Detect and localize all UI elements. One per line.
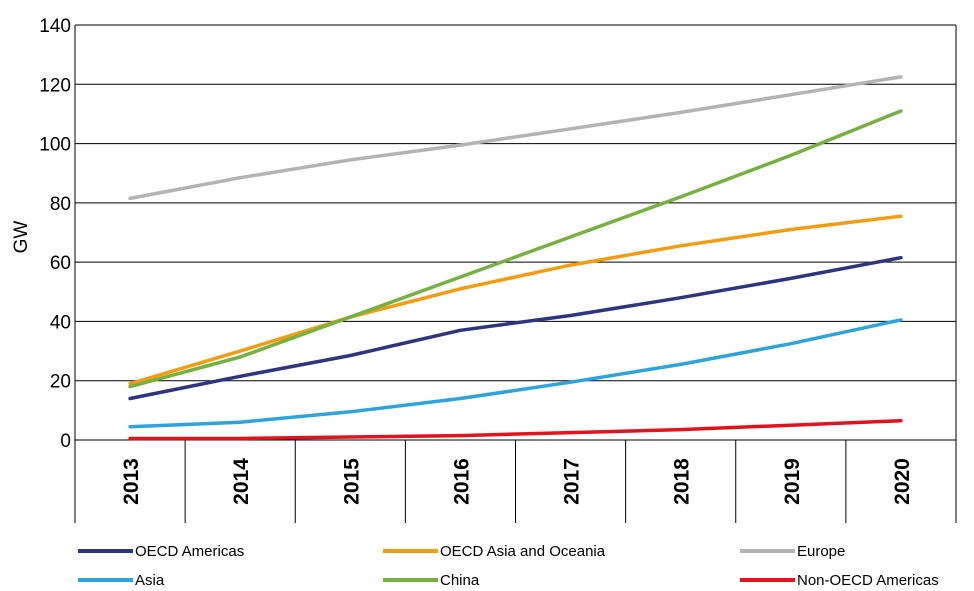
y-tick-label: 20 [50,372,71,393]
legend-label: Europe [797,543,845,560]
y-tick-label: 0 [60,431,71,452]
x-tick-label: 2017 [561,458,584,505]
series-line-3 [128,318,903,429]
y-tick-label: 40 [50,312,71,333]
series-line-0 [128,255,903,401]
legend-label: OECD Americas [135,543,244,560]
gridlines [75,24,956,382]
y-tick-label: 100 [39,135,71,156]
legend-label: China [440,572,480,589]
legend-label: OECD Asia and Oceania [440,543,606,560]
y-tick-labels: 0 20 40 60 80 100 120 140 [39,16,71,452]
legend-label: Asia [135,572,165,589]
series-line-1 [128,214,903,386]
x-tick-label: 2020 [891,458,914,505]
legend: OECD Americas OECD Asia and Oceania Europe… [78,543,939,589]
x-tick-label: 2019 [781,458,804,505]
x-tick-label: 2013 [120,458,143,505]
series-line-5 [128,418,903,441]
x-tick-label: 2018 [671,458,694,505]
axes [74,25,957,523]
x-tick-label: 2014 [230,458,253,505]
y-tick-label: 60 [50,253,71,274]
x-tick-label: 2015 [340,458,363,505]
series-line-2 [128,75,903,201]
x-tick-labels: 2013 2014 2015 2016 2017 2018 2019 2020 [120,458,914,505]
x-tick-label: 2016 [450,458,473,505]
y-tick-label: 80 [50,194,71,215]
series-lines [128,75,903,441]
y-tick-label: 140 [39,16,71,37]
y-tick-label: 120 [39,75,71,96]
y-axis-label: GW [11,221,32,254]
series-line-4 [128,109,903,389]
legend-label: Non-OECD Americas [797,572,939,589]
